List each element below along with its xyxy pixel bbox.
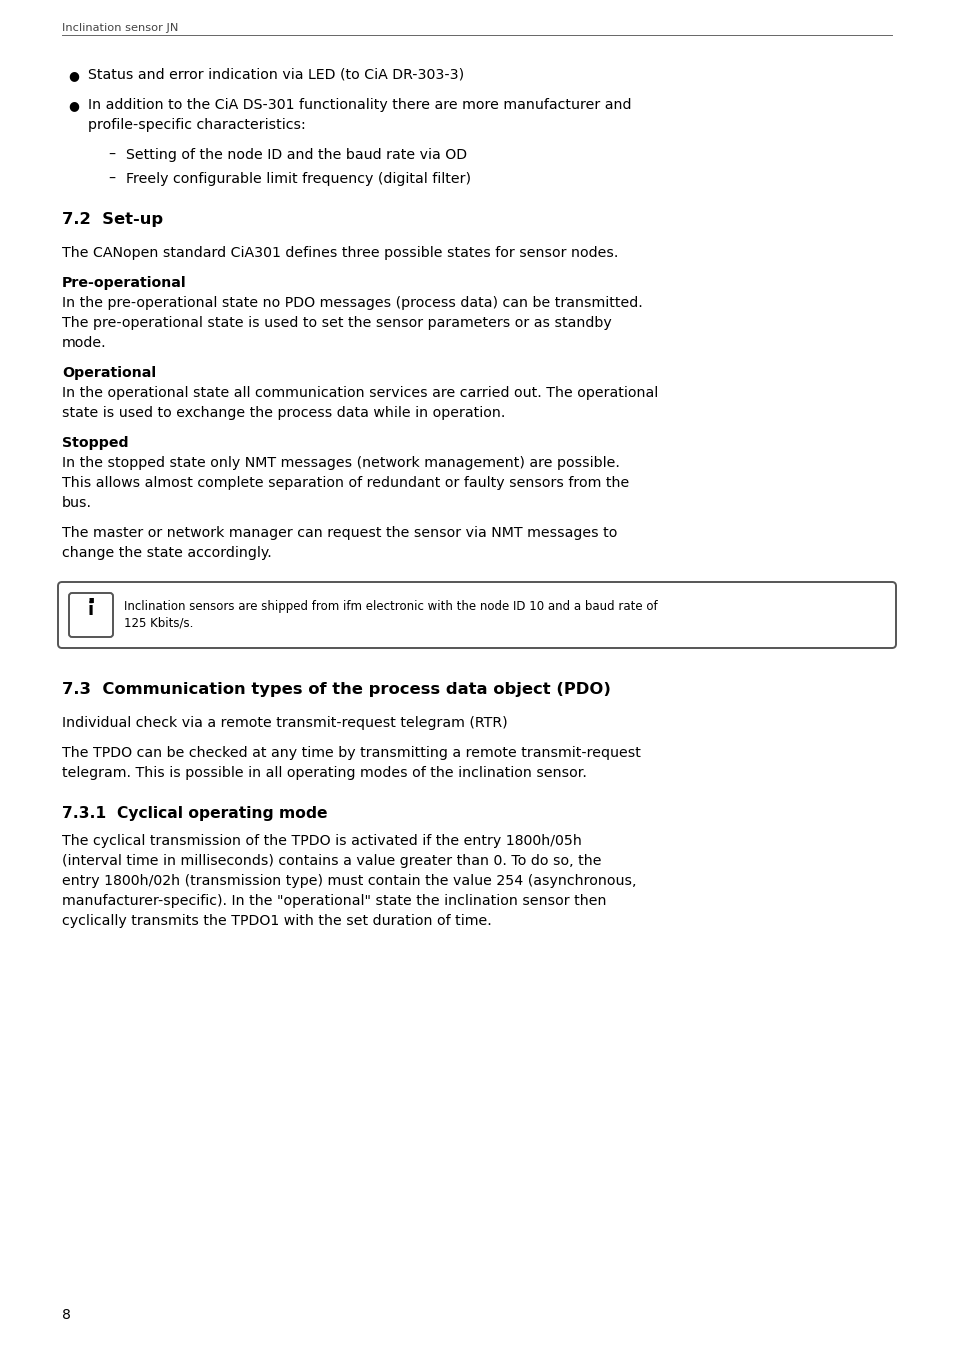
Text: ·: · <box>86 590 95 614</box>
Text: Inclination sensor JN: Inclination sensor JN <box>62 23 178 32</box>
Text: –: – <box>108 148 115 162</box>
Text: This allows almost complete separation of redundant or faulty sensors from the: This allows almost complete separation o… <box>62 477 629 490</box>
Text: 7.3.1  Cyclical operating mode: 7.3.1 Cyclical operating mode <box>62 806 327 821</box>
Text: The master or network manager can request the sensor via NMT messages to: The master or network manager can reques… <box>62 526 617 540</box>
Text: mode.: mode. <box>62 336 107 350</box>
FancyBboxPatch shape <box>58 582 895 648</box>
Text: state is used to exchange the process data while in operation.: state is used to exchange the process da… <box>62 406 505 420</box>
Text: The TPDO can be checked at any time by transmitting a remote transmit-request: The TPDO can be checked at any time by t… <box>62 747 640 760</box>
Text: ●: ● <box>68 99 79 112</box>
Text: ●: ● <box>68 69 79 82</box>
Text: Operational: Operational <box>62 366 156 379</box>
Text: Inclination sensors are shipped from ifm electronic with the node ID 10 and a ba: Inclination sensors are shipped from ifm… <box>124 599 657 613</box>
Text: Individual check via a remote transmit-request telegram (RTR): Individual check via a remote transmit-r… <box>62 716 507 730</box>
Text: The pre-operational state is used to set the sensor parameters or as standby: The pre-operational state is used to set… <box>62 316 611 329</box>
Text: The CANopen standard CiA301 defines three possible states for sensor nodes.: The CANopen standard CiA301 defines thre… <box>62 246 618 261</box>
Text: In the stopped state only NMT messages (network management) are possible.: In the stopped state only NMT messages (… <box>62 456 619 470</box>
Text: In the operational state all communication services are carried out. The operati: In the operational state all communicati… <box>62 386 658 400</box>
Text: change the state accordingly.: change the state accordingly. <box>62 545 272 560</box>
Text: Pre-operational: Pre-operational <box>62 275 187 290</box>
Text: 7.2  Set-up: 7.2 Set-up <box>62 212 163 227</box>
Text: Freely configurable limit frequency (digital filter): Freely configurable limit frequency (dig… <box>126 171 471 186</box>
Text: Stopped: Stopped <box>62 436 129 450</box>
FancyBboxPatch shape <box>69 593 112 637</box>
Text: entry 1800h/02h (transmission type) must contain the value 254 (asynchronous,: entry 1800h/02h (transmission type) must… <box>62 873 636 888</box>
Text: 7.3  Communication types of the process data object (PDO): 7.3 Communication types of the process d… <box>62 682 610 697</box>
Text: cyclically transmits the TPDO1 with the set duration of time.: cyclically transmits the TPDO1 with the … <box>62 914 491 927</box>
Text: (interval time in milliseconds) contains a value greater than 0. To do so, the: (interval time in milliseconds) contains… <box>62 855 601 868</box>
Text: Status and error indication via LED (to CiA DR-303-3): Status and error indication via LED (to … <box>88 68 464 82</box>
Text: manufacturer-specific). In the "operational" state the inclination sensor then: manufacturer-specific). In the "operatio… <box>62 894 606 909</box>
Text: 8: 8 <box>62 1308 71 1322</box>
Text: Setting of the node ID and the baud rate via OD: Setting of the node ID and the baud rate… <box>126 148 467 162</box>
Text: The cyclical transmission of the TPDO is activated if the entry 1800h/05h: The cyclical transmission of the TPDO is… <box>62 834 581 848</box>
Text: –: – <box>108 171 115 186</box>
Text: telegram. This is possible in all operating modes of the inclination sensor.: telegram. This is possible in all operat… <box>62 765 586 780</box>
Text: 125 Kbits/s.: 125 Kbits/s. <box>124 617 193 630</box>
Text: bus.: bus. <box>62 495 91 510</box>
Text: In addition to the CiA DS-301 functionality there are more manufacturer and: In addition to the CiA DS-301 functional… <box>88 99 631 112</box>
Text: In the pre-operational state no PDO messages (process data) can be transmitted.: In the pre-operational state no PDO mess… <box>62 296 642 310</box>
Text: i: i <box>88 602 94 620</box>
Text: profile-specific characteristics:: profile-specific characteristics: <box>88 117 305 132</box>
